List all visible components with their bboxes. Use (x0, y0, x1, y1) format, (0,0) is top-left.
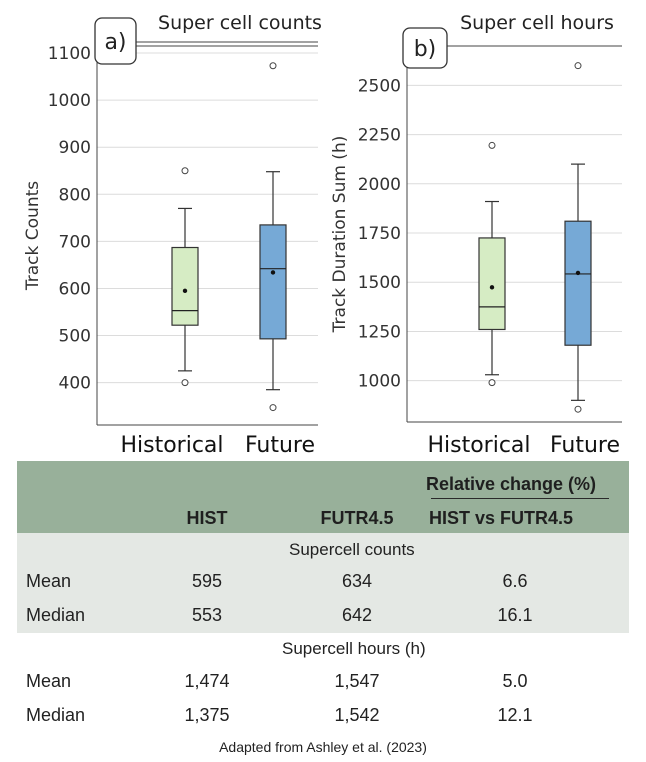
panel-label-box (94, 17, 137, 65)
x-category-label: Future (550, 433, 620, 458)
section-supercell-hours: Supercell hours (h) Mean 1,474 1,547 5.0… (17, 633, 629, 737)
outlier-point (488, 141, 496, 149)
section-title: Supercell counts (289, 540, 415, 559)
cell-futr: 634 (341, 571, 373, 591)
mean-marker (575, 270, 581, 276)
section-supercell-counts: Supercell counts Mean 595 634 6.6 Median… (17, 533, 629, 633)
y-tick-label: 1500 (358, 273, 401, 293)
panel-label-box (402, 27, 448, 69)
y-tick-label: 2500 (358, 76, 401, 96)
outlier-point (181, 167, 189, 175)
row-label: Mean (26, 671, 72, 691)
outlier-point (181, 379, 189, 387)
outlier-point (574, 62, 582, 70)
header-futr: FUTR4.5 (320, 508, 394, 528)
box-historical (478, 141, 506, 387)
row-label: Median (26, 705, 86, 725)
cell-hist: 553 (191, 605, 223, 625)
cell-futr: 1,542 (334, 705, 380, 725)
y-tick-label: 2000 (358, 175, 401, 195)
outlier-point (488, 379, 496, 387)
cell-hist: 1,375 (184, 705, 230, 725)
box-future (564, 62, 592, 413)
mean-marker (270, 270, 276, 275)
outlier-point (269, 62, 277, 70)
panel-label: b) (414, 37, 437, 62)
source-caption: Adapted from Ashley et al. (2023) (219, 739, 427, 755)
row-label: Median (26, 605, 86, 625)
box-iqr (564, 220, 592, 346)
cell-hist: 1,474 (184, 671, 230, 691)
box-future (259, 62, 287, 412)
y-tick-label: 500 (59, 327, 91, 347)
y-tick-label: 1250 (358, 322, 401, 342)
cell-relative: 16.1 (497, 605, 533, 625)
chart-panel-a: 400 500 600 700 800 900 1000 1100 a) Super cell c… (23, 12, 322, 458)
cell-relative: 6.6 (502, 571, 528, 591)
y-tick-label: 1100 (48, 44, 91, 64)
outlier-point (574, 405, 582, 413)
x-category-label: Future (245, 433, 315, 458)
panel-label: a) (104, 30, 126, 55)
y-tick-label: 400 (59, 374, 91, 394)
header-hist: HIST (186, 508, 228, 528)
y-tick-label: 2250 (358, 126, 401, 146)
y-tick-label: 1750 (358, 224, 401, 244)
y-tick-label: 900 (59, 138, 91, 158)
table-header: Relative change (%) HIST FUTR4.5 HIST vs… (17, 461, 629, 533)
mean-marker (489, 285, 495, 290)
boxplot-figure: 400 500 600 700 800 900 1000 1100 a) Super cell c… (23, 12, 622, 458)
y-axis-label: Track Counts (23, 181, 43, 291)
y-tick-label: 800 (59, 185, 91, 205)
chart-title: Super cell counts (158, 12, 322, 34)
header-underline (431, 498, 609, 499)
mean-marker (182, 288, 188, 294)
y-tick-label: 1000 (358, 372, 401, 392)
header-relative-change: Relative change (%) (426, 474, 597, 494)
cell-relative: 5.0 (502, 671, 528, 691)
x-category-label: Historical (427, 433, 530, 458)
cell-relative: 12.1 (497, 705, 533, 725)
y-tick-label: 600 (59, 279, 91, 299)
box-iqr (259, 224, 287, 340)
y-tick-label: 700 (59, 232, 91, 252)
cell-futr: 642 (341, 605, 373, 625)
y-axis-label: Track Duration Sum (h) (330, 136, 350, 334)
row-label: Mean (26, 571, 72, 591)
summary-table: Relative change (%) HIST FUTR4.5 HIST vs… (17, 461, 629, 737)
cell-hist: 595 (191, 571, 223, 591)
chart-panel-b: 1000 1250 1500 1750 2000 2250 2500 b) Super cell… (330, 12, 622, 458)
section-title: Supercell hours (h) (282, 639, 426, 658)
chart-title: Super cell hours (460, 12, 614, 34)
outlier-point (269, 404, 277, 412)
box-historical (171, 167, 199, 387)
y-tick-label: 1000 (48, 91, 91, 111)
cell-futr: 1,547 (334, 671, 380, 691)
header-hist-vs-futr: HIST vs FUTR4.5 (429, 508, 574, 528)
x-category-label: Historical (120, 433, 223, 458)
box-iqr (171, 246, 199, 326)
box-iqr (478, 237, 506, 331)
